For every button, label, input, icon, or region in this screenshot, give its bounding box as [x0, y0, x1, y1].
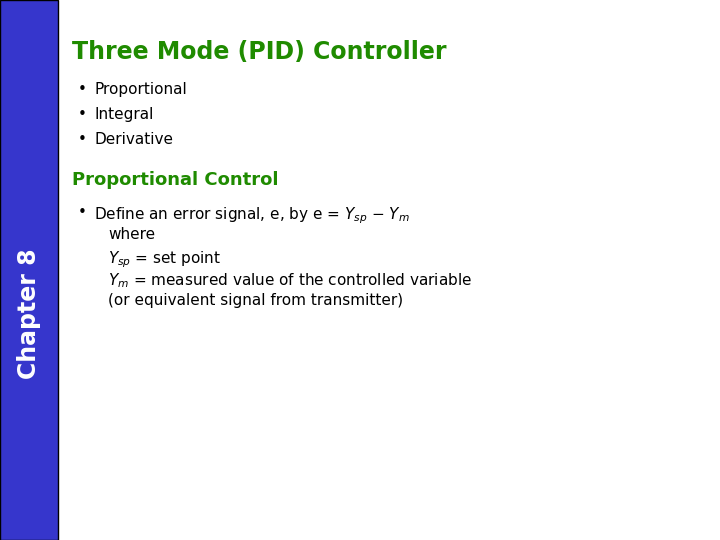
Text: Proportional Control: Proportional Control: [72, 171, 279, 189]
Text: (or equivalent signal from transmitter): (or equivalent signal from transmitter): [108, 293, 403, 308]
Text: Define an error signal, e, by e = $Y_{sp}$ $-$ $Y_m$: Define an error signal, e, by e = $Y_{sp…: [94, 205, 410, 226]
Text: •: •: [78, 205, 86, 220]
Text: $Y_m$ = measured value of the controlled variable: $Y_m$ = measured value of the controlled…: [108, 271, 472, 289]
FancyBboxPatch shape: [0, 0, 58, 540]
Text: Integral: Integral: [94, 107, 153, 122]
Text: $Y_{sp}$ = set point: $Y_{sp}$ = set point: [108, 249, 221, 269]
Text: •: •: [78, 107, 86, 122]
Text: Proportional: Proportional: [94, 82, 186, 97]
Text: •: •: [78, 82, 86, 97]
Text: where: where: [108, 227, 155, 242]
Text: Chapter 8: Chapter 8: [17, 248, 41, 379]
Text: •: •: [78, 132, 86, 147]
Text: Three Mode (PID) Controller: Three Mode (PID) Controller: [72, 40, 446, 64]
Text: Derivative: Derivative: [94, 132, 173, 147]
